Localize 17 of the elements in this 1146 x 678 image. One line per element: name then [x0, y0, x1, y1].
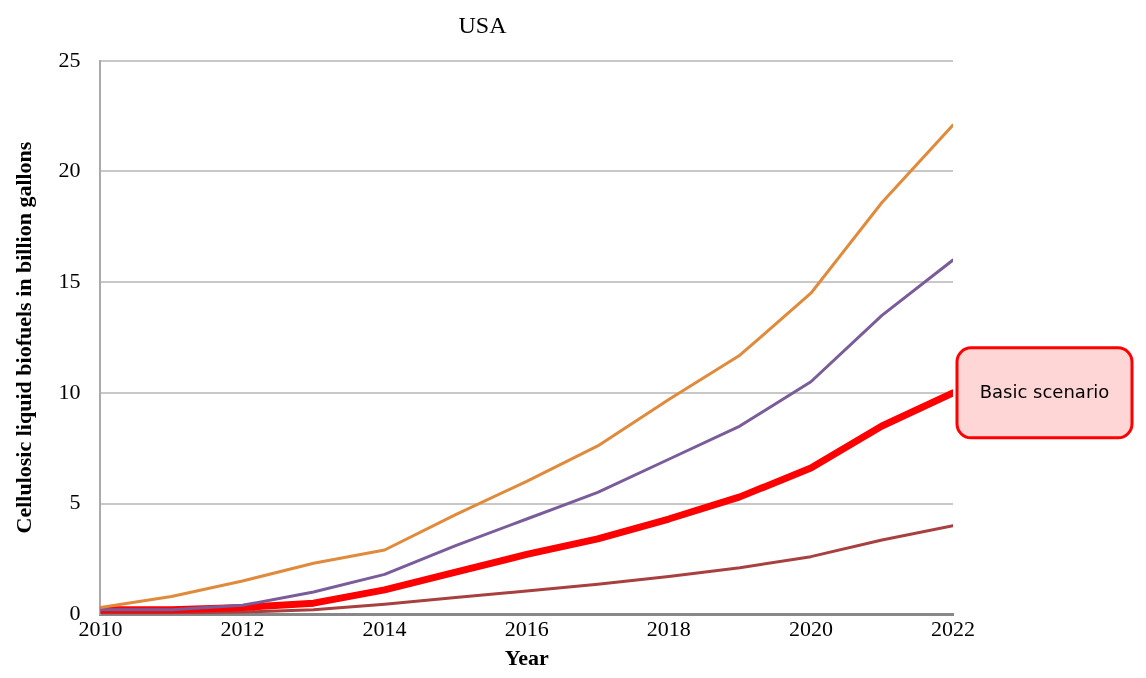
y-axis-title: Cellulosic liquid biofuels in billion gallons: [10, 141, 36, 534]
x-tick-label: 2018: [646, 616, 691, 642]
y-tick-label: 5: [69, 489, 81, 515]
x-axis-title: Year: [504, 645, 549, 671]
chart-title: USA: [458, 11, 508, 38]
y-tick-label: 15: [58, 267, 81, 293]
y-tick-label: 0: [69, 599, 81, 625]
x-tick-label: 2010: [78, 616, 123, 642]
x-tick-label: 2012: [220, 616, 265, 642]
x-tick-label: 2014: [362, 616, 407, 642]
y-tick-label: 20: [58, 157, 81, 183]
x-tick-label: 2020: [788, 616, 833, 642]
x-tick-label: 2022: [931, 616, 975, 642]
x-tick-label: 2016: [504, 616, 549, 642]
y-tick-label: 25: [58, 46, 81, 72]
annotation: Basic scenario: [979, 380, 1110, 402]
y-tick-label: 10: [58, 378, 81, 404]
